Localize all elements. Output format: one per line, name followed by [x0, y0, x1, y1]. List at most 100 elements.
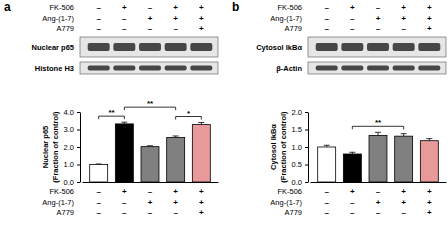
- error-cap: [401, 133, 407, 134]
- treatment-top-sign: +: [427, 24, 432, 33]
- bar: [318, 147, 336, 182]
- blot-band: [341, 43, 363, 51]
- blot-band: [165, 43, 187, 51]
- error-cap: [426, 138, 432, 139]
- treatment-bottom-sign: +: [122, 187, 127, 196]
- treatment-top-sign: +: [376, 14, 381, 23]
- treatment-bottom-sign: –: [122, 198, 127, 207]
- y-tick: 3.0: [64, 125, 80, 134]
- y-tick-mark: [305, 165, 308, 166]
- y-tick-label: 4.0: [64, 108, 74, 117]
- treatment-top-label: A779: [284, 24, 302, 33]
- treatment-bottom-sign: –: [324, 208, 329, 217]
- significance-label: *: [187, 109, 191, 118]
- y-tick-label: 0.0: [292, 178, 302, 187]
- y-tick: 1.5: [292, 125, 308, 134]
- blot-background: [80, 37, 218, 57]
- error-bar: [378, 132, 379, 135]
- treatment-top-sign: –: [401, 24, 406, 33]
- y-tick-label: 2.0: [64, 143, 74, 152]
- y-axis: 0.00.51.01.52.0: [292, 108, 309, 187]
- y-tick-label: 1.5: [292, 125, 302, 134]
- treatment-top-sign: –: [376, 3, 381, 12]
- bar: [115, 124, 133, 182]
- x-axis: [311, 182, 447, 183]
- treatment-bottom-sign: +: [427, 198, 432, 207]
- treatment-top-sign: –: [350, 24, 355, 33]
- blot-label: Histone H3: [35, 64, 74, 73]
- blot-band: [393, 66, 415, 71]
- y-tick-mark: [305, 147, 308, 148]
- x-axis-line: [83, 182, 219, 183]
- treatment-bottom-sign: –: [148, 208, 153, 217]
- treatment-bottom-sign: +: [376, 198, 381, 207]
- plot-marks: [90, 122, 211, 182]
- blot-band: [88, 43, 110, 51]
- blot-background: [308, 62, 446, 74]
- y-tick-mark: [77, 130, 80, 131]
- treatment-top-label: Ang-(1-7): [42, 14, 74, 23]
- y-axis-title: Nuclear p65: [41, 126, 50, 169]
- treatment-bottom-sign: +: [350, 187, 355, 196]
- blot-band: [190, 66, 212, 71]
- treatment-top-sign: –: [96, 3, 101, 12]
- y-tick-label: 1.0: [64, 160, 74, 169]
- y-tick: 4.0: [64, 108, 80, 117]
- y-axis: 0.0 1.0 2.0 3.0 4.0: [64, 108, 81, 187]
- plot-marks: [318, 132, 439, 182]
- treatment-top-sign: –: [324, 3, 329, 12]
- treatment-top-sign: –: [122, 24, 127, 33]
- treatment-top-sign: +: [199, 3, 204, 12]
- treatment-bottom-sign: +: [148, 198, 153, 207]
- treatment-bottom-sign: –: [96, 198, 101, 207]
- error-cap: [198, 122, 204, 123]
- treatment-bottom-sign: –: [350, 198, 355, 207]
- treatment-bottom-sign: +: [173, 198, 178, 207]
- y-tick: 0.0: [292, 178, 308, 187]
- treatment-bottom-sign: –: [96, 208, 101, 217]
- bar: [192, 125, 210, 182]
- panel-label: b: [232, 0, 239, 14]
- y-tick: 2.0: [292, 108, 308, 117]
- blot-label: Nuclear p65: [31, 43, 74, 52]
- blot-band: [341, 66, 363, 71]
- treatment-bottom-sign: +: [199, 187, 204, 196]
- treatment-top-sign: +: [427, 14, 432, 23]
- error-cap: [173, 135, 179, 136]
- bar: [420, 141, 438, 182]
- y-axis-title: Cytosol IkBα: [269, 124, 278, 170]
- treatment-bottom-sign: –: [173, 208, 178, 217]
- treatment-top-sign: –: [148, 24, 153, 33]
- treatment-bottom-label: A779: [284, 208, 302, 217]
- treatment-top-sign: +: [350, 3, 355, 12]
- error-cap: [324, 145, 330, 146]
- bar: [369, 135, 387, 182]
- treatment-top-sign: –: [96, 14, 101, 23]
- treatment-top-sign: –: [324, 14, 329, 23]
- blot-band: [316, 66, 338, 71]
- blot-band: [165, 66, 187, 71]
- treatment-bottom-sign: +: [199, 208, 204, 217]
- figure: aFK-506–+–++Ang-(1-7)––+++A779––––+FK-50…: [0, 0, 448, 226]
- treatment-bottom-sign: +: [401, 187, 406, 196]
- y-tick-mark: [77, 165, 80, 166]
- treatment-bottom-sign: +: [427, 187, 432, 196]
- panel-label: a: [4, 0, 11, 14]
- treatment-top-label: FK-506: [277, 3, 302, 12]
- treatment-top-sign: +: [173, 3, 178, 12]
- treatment-top-sign: –: [350, 14, 355, 23]
- y-tick-label: 0.0: [64, 178, 74, 187]
- bar: [343, 154, 361, 182]
- y-tick: 2.0: [64, 143, 80, 152]
- treatment-top-sign: –: [122, 14, 127, 23]
- treatment-top-sign: +: [173, 14, 178, 23]
- significance-label: **: [108, 108, 115, 117]
- treatment-top-sign: +: [148, 14, 153, 23]
- treatment-top-sign: +: [401, 3, 406, 12]
- error-cap: [121, 122, 127, 123]
- panel: bFK-506–+–++Ang-(1-7)––+++A779––––+FK-50…: [232, 0, 447, 217]
- treatment-top-label: A779: [56, 24, 74, 33]
- error-cap: [147, 145, 153, 146]
- treatment-bottom-sign: –: [324, 187, 329, 196]
- y-axis-line: [308, 113, 309, 183]
